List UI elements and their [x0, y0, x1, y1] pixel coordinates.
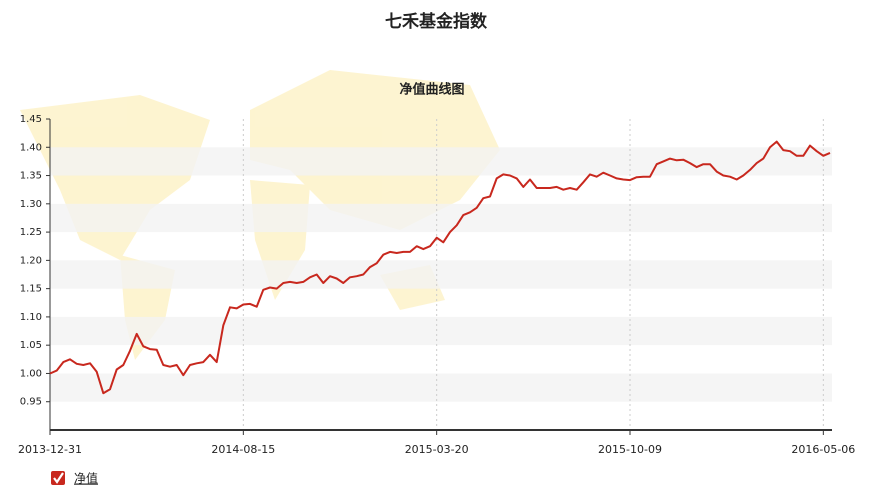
y-tick-label: 1.15: [20, 284, 42, 295]
legend[interactable]: 净值: [51, 471, 98, 486]
x-tick-label: 2015-03-20: [405, 443, 469, 456]
y-tick-label: 0.95: [20, 397, 42, 408]
legend-label[interactable]: 净值: [74, 471, 98, 486]
y-tick-label: 1.35: [20, 171, 42, 182]
y-tick-label: 1.30: [20, 199, 42, 210]
grid-band: [50, 203, 832, 233]
y-tick-label: 1.25: [20, 227, 42, 238]
y-tick-label: 1.40: [20, 142, 42, 153]
grid-band: [50, 316, 832, 346]
y-tick-label: 1.45: [20, 114, 42, 125]
y-tick-label: 1.10: [20, 312, 42, 323]
x-tick-label: 2014-08-15: [211, 443, 275, 456]
x-tick-label: 2013-12-31: [18, 443, 82, 456]
chart-subtitle: 净值曲线图: [399, 82, 464, 98]
grid-band: [50, 260, 832, 289]
chart-title: 七禾基金指数: [385, 11, 488, 32]
y-tick-label: 1.20: [20, 255, 42, 266]
x-tick-label: 2015-10-09: [598, 443, 662, 456]
grid-band: [50, 373, 832, 402]
series-line: [49, 140, 831, 395]
y-tick-label: 1.05: [20, 340, 42, 351]
x-tick-label: 2016-05-06: [791, 443, 855, 456]
grid-band: [50, 147, 832, 176]
y-tick-label: 1.00: [20, 368, 42, 379]
check-mark: [53, 472, 64, 484]
